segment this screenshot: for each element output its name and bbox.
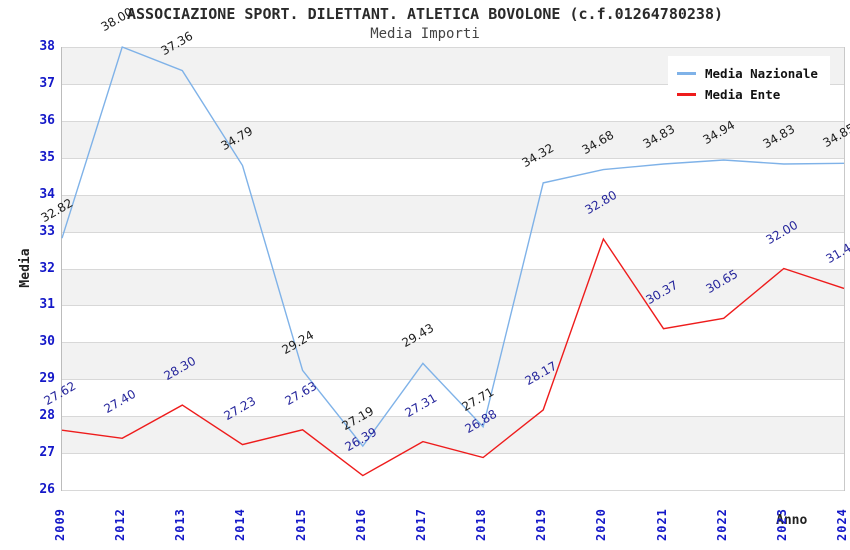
x-tick-label: 2019 [534,508,549,541]
x-tick-label: 2017 [413,508,428,541]
gridline [62,268,844,270]
legend-label: Media Nazionale [705,66,818,81]
plot-area: 32.82 38.00 37.36 34.79 29.24 27.19 29.43 27.71… [39,5,850,491]
plot-band [62,453,844,490]
y-tick-label: 37 [39,75,55,91]
plot-band [62,342,844,380]
gridline [62,305,844,307]
gridline [62,47,844,48]
y-tick-label: 35 [39,149,55,165]
plot-band [62,157,844,195]
legend-entry-media-ente: Media Ente [677,84,818,105]
y-tick-label: 28 [39,408,55,424]
y-tick-label: 32 [39,260,55,276]
x-tick-label: 2018 [474,508,489,541]
gridline [62,416,844,418]
y-tick-label: 27 [39,445,55,461]
y-tick-label: 34 [39,186,55,202]
x-tick-label: 2014 [233,508,248,541]
plot-band [62,231,844,269]
x-tick-label: 2024 [835,508,849,541]
y-tick-label: 33 [39,223,55,239]
gridline [62,342,844,344]
plot-band [62,120,844,158]
x-axis-label: Anno [776,513,808,528]
y-tick-label: 29 [39,371,55,387]
plot-band [62,305,844,343]
legend: Media Nazionale Media Ente [668,56,830,112]
x-tick-label: 2016 [353,508,368,541]
x-tick-label: 2021 [654,508,669,541]
line-swatch-icon [677,72,696,75]
gridline [62,83,844,85]
y-tick-label: 38 [39,39,55,54]
x-tick-label: 2022 [714,508,729,541]
plot-band [62,379,844,417]
series-line-media-ente [61,237,845,477]
y-tick-label: 31 [39,297,55,313]
plot-band [62,194,844,232]
legend-entry-media-nazionale: Media Nazionale [677,63,818,84]
x-tick-label: 2013 [173,508,188,541]
x-tick-label: 2009 [53,508,67,541]
y-tick-label: 36 [39,112,55,128]
gridline [62,194,844,196]
gridline [62,453,844,455]
x-tick-label: 2020 [594,508,609,541]
gridline [62,231,844,233]
series-line-media-nazionale [61,46,845,448]
gridline [62,157,844,159]
y-tick-label: 26 [39,482,55,497]
gridline [62,120,844,122]
gridline [62,379,844,381]
line-swatch-icon [677,93,696,96]
x-tick-label: 2023 [774,508,789,541]
x-tick-label: 2015 [293,508,308,541]
x-tick-label: 2012 [113,508,128,541]
plot-band [62,268,844,306]
plot-band [62,416,844,454]
legend-label: Media Ente [705,87,781,102]
gridline [62,490,844,491]
y-tick-label: 30 [39,334,55,350]
series-lines [61,46,845,477]
chart-subtitle: Media Importi [370,26,480,42]
chart-title: ASSOCIAZIONE SPORT. DILETTANT. ATLETICA … [126,5,724,23]
